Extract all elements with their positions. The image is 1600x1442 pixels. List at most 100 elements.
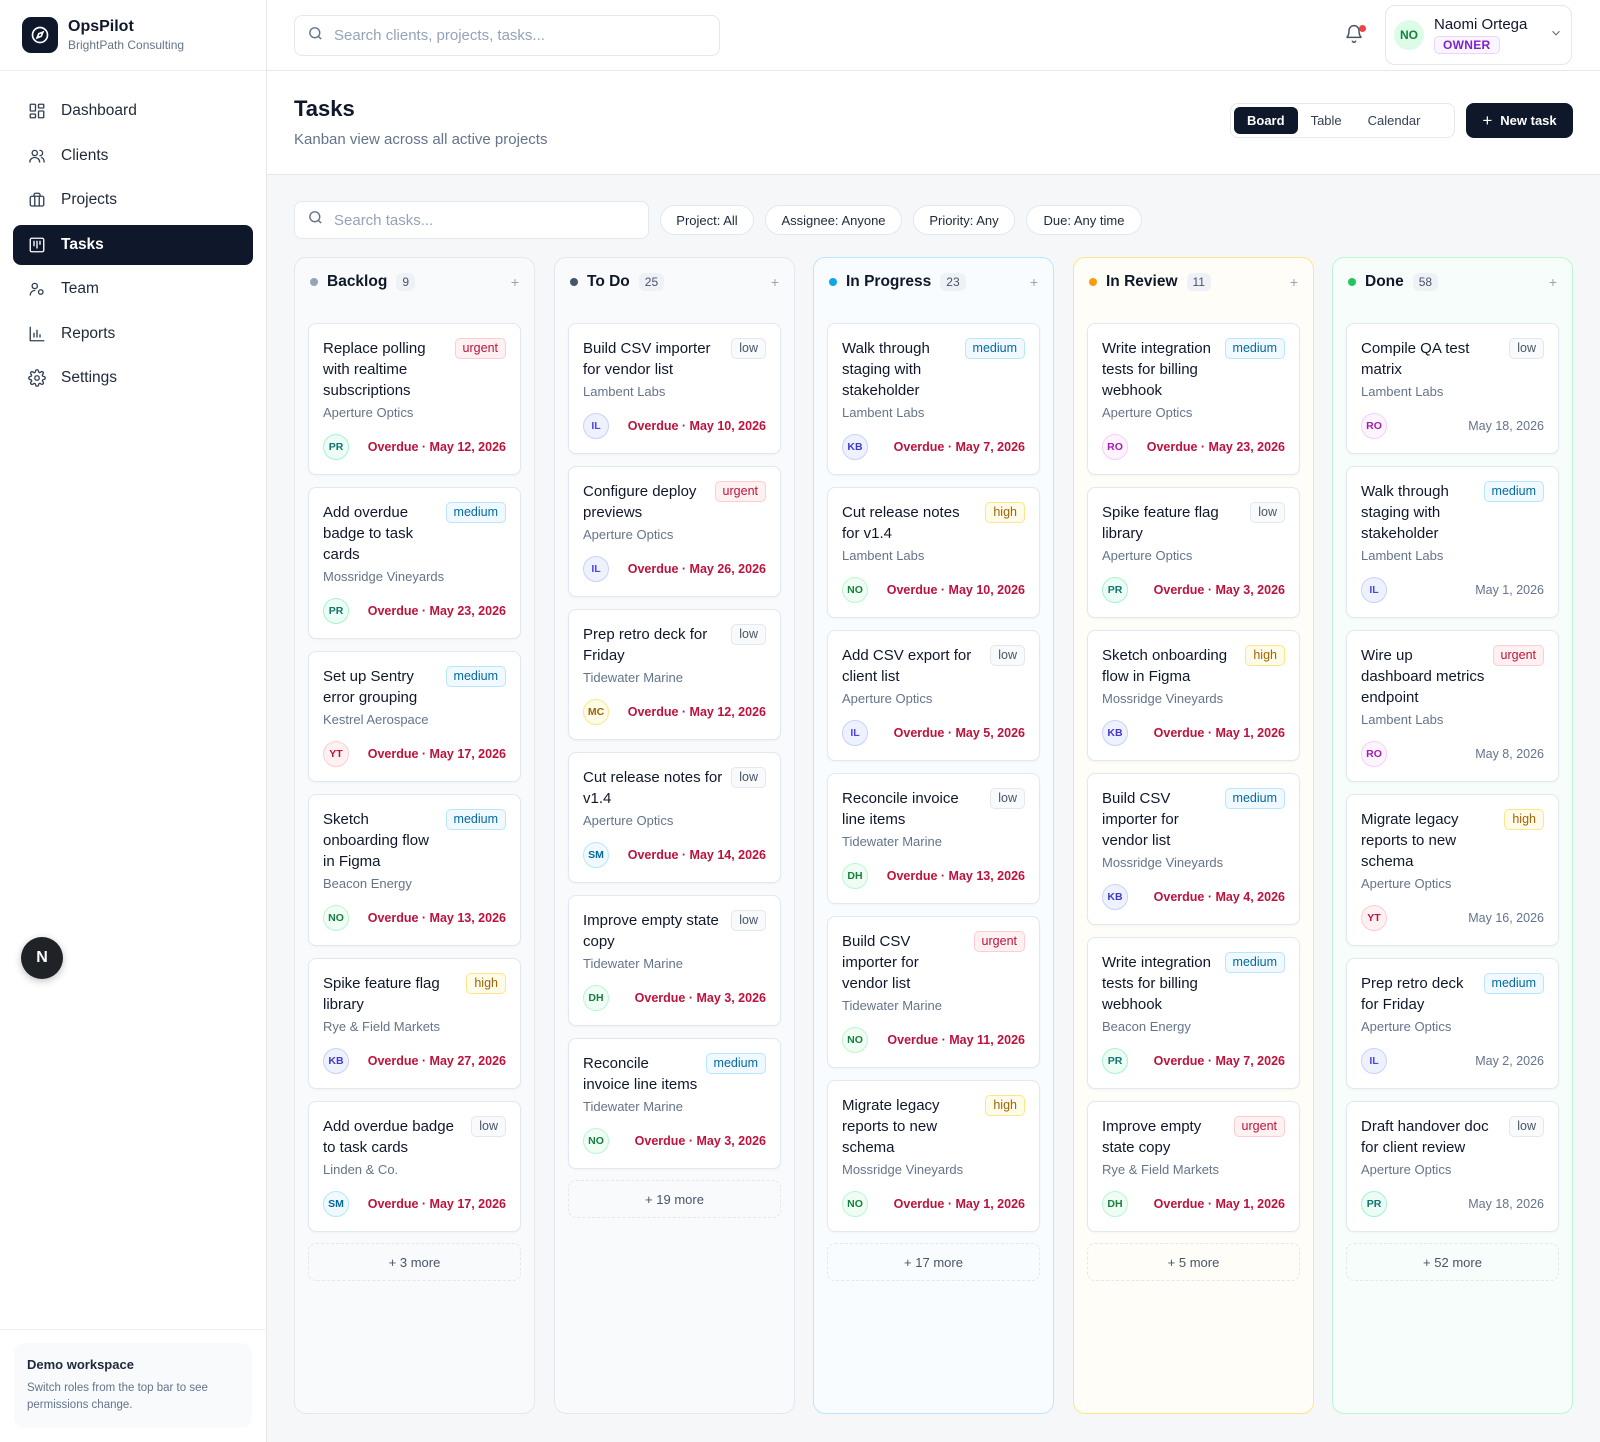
filter-chip-1[interactable]: Project: All — [660, 205, 754, 235]
show-more-button[interactable]: + 3 more — [308, 1243, 521, 1281]
plus-icon[interactable]: + — [1289, 274, 1298, 290]
task-card[interactable]: Spike feature flag library high Rye & Fiel… — [308, 958, 521, 1089]
task-card[interactable]: Configure deploy previews urgent Aperture … — [568, 466, 781, 597]
notification-dot — [1359, 25, 1366, 32]
priority-badge: low — [990, 788, 1025, 809]
avatar: NO — [583, 1128, 609, 1154]
task-card[interactable]: Wire up dashboard metrics endpoint urgent… — [1346, 630, 1559, 782]
kanban-icon — [27, 235, 47, 255]
task-card[interactable]: Build CSV importer for vendor list medium… — [1087, 773, 1300, 925]
user-menu[interactable]: NO Naomi Ortega OWNER — [1385, 5, 1572, 65]
task-card[interactable]: Add overdue badge to task cards medium Mos… — [308, 487, 521, 639]
task-title: Build CSV importer for vendor list — [1102, 790, 1179, 849]
due-date: May 18, 2026 — [1468, 419, 1544, 433]
floating-n-button[interactable]: N — [21, 937, 63, 979]
task-card[interactable]: Build CSV importer for vendor list urgent… — [827, 916, 1040, 1068]
task-client: Lambent Labs — [842, 405, 925, 420]
task-client: Linden & Co. — [323, 1162, 399, 1177]
task-card[interactable]: Improve empty state copy low Tidewater Mar… — [568, 895, 781, 1026]
task-card[interactable]: Reconcile invoice line items low Tidewater… — [827, 773, 1040, 904]
users-icon — [27, 146, 47, 166]
task-card[interactable]: Cut release notes for v1.4 low Aperture Op… — [568, 752, 781, 883]
task-card[interactable]: Write integration tests for billing webh… — [1087, 323, 1300, 475]
due-date: May 18, 2026 — [1468, 1197, 1544, 1211]
task-client: Mossridge Vineyards — [1102, 691, 1224, 706]
task-title: Migrate legacy reports to new schema — [1361, 811, 1459, 870]
show-more-button[interactable]: + 5 more — [1087, 1243, 1300, 1281]
avatar: PR — [1102, 1048, 1128, 1074]
task-card[interactable]: Draft handover doc for client review low A… — [1346, 1101, 1559, 1232]
sidebar-item-tasks[interactable]: Tasks — [13, 224, 253, 265]
task-card[interactable]: Reconcile invoice line items medium Tidewa… — [568, 1038, 781, 1169]
tab-calendar[interactable]: Calendar — [1367, 113, 1421, 128]
brand[interactable]: OpsPilot BrightPath Consulting — [0, 0, 266, 71]
task-card[interactable]: Replace polling with realtime subscripti… — [308, 323, 521, 475]
status-dot — [1348, 278, 1356, 286]
card-footer: KB Overdue · May 7, 2026 — [842, 434, 1025, 460]
task-card[interactable]: Prep retro deck for Friday medium Aperture… — [1346, 958, 1559, 1089]
task-client: Mossridge Vineyards — [323, 569, 445, 584]
card-footer: MC Overdue · May 12, 2026 — [583, 699, 766, 725]
task-card[interactable]: Sketch onboarding flow in Figma high Mossr… — [1087, 630, 1300, 761]
task-search[interactable] — [294, 201, 649, 239]
search-icon — [307, 209, 324, 231]
task-card[interactable]: Add CSV export for client list low Apertur… — [827, 630, 1040, 761]
sidebar-item-clients[interactable]: Clients — [13, 136, 253, 176]
task-client: Aperture Optics — [323, 405, 414, 420]
global-search-input[interactable] — [334, 27, 707, 44]
task-card[interactable]: Sketch onboarding flow in Figma medium Bea… — [308, 794, 521, 946]
avatar: SM — [323, 1191, 349, 1217]
column-count: 11 — [1186, 273, 1211, 291]
task-title: Spike feature flag library — [1102, 504, 1219, 542]
show-more-button[interactable]: + 52 more — [1346, 1243, 1559, 1281]
sidebar-item-team[interactable]: Team — [13, 269, 253, 309]
priority-badge: low — [1250, 502, 1285, 523]
plus-icon[interactable]: + — [1029, 274, 1038, 290]
show-more-button[interactable]: + 19 more — [568, 1180, 781, 1218]
plus-icon[interactable]: + — [510, 274, 519, 290]
priority-badge: high — [985, 502, 1025, 523]
sidebar-item-projects[interactable]: Projects — [13, 180, 253, 220]
task-card[interactable]: Spike feature flag library low Aperture Op… — [1087, 487, 1300, 618]
task-title: Write integration tests for billing webh… — [1102, 954, 1211, 1013]
show-more-button[interactable]: + 17 more — [827, 1243, 1040, 1281]
column-title: To Do — [587, 273, 630, 290]
task-card[interactable]: Write integration tests for billing webh… — [1087, 937, 1300, 1089]
task-card[interactable]: Cut release notes for v1.4 high Lambent La… — [827, 487, 1040, 618]
filter-chip-2[interactable]: Assignee: Anyone — [765, 205, 902, 235]
task-card[interactable]: Add overdue badge to task cards low Linden… — [308, 1101, 521, 1232]
task-card[interactable]: Migrate legacy reports to new schema high… — [1346, 794, 1559, 946]
sidebar-item-reports[interactable]: Reports — [13, 314, 253, 354]
task-title: Improve empty state copy — [1102, 1118, 1202, 1156]
task-card[interactable]: Improve empty state copy urgent Rye & Fiel… — [1087, 1101, 1300, 1232]
task-card[interactable]: Prep retro deck for Friday low Tidewater M… — [568, 609, 781, 740]
task-card[interactable]: Compile QA test matrix low Lambent Labs RO M… — [1346, 323, 1559, 454]
card-footer: NO Overdue · May 3, 2026 — [583, 1128, 766, 1154]
demo-workspace-card: Demo workspace Switch roles from the top… — [14, 1343, 252, 1428]
bell-icon[interactable] — [1344, 24, 1366, 46]
sidebar-item-settings[interactable]: Settings — [13, 358, 253, 398]
tab-table[interactable]: Table — [1310, 113, 1342, 128]
card-header: Reconcile invoice line items low — [842, 788, 1025, 830]
gear-icon — [27, 368, 47, 388]
global-search[interactable] — [294, 15, 720, 56]
task-card[interactable]: Migrate legacy reports to new schema high… — [827, 1080, 1040, 1232]
task-client: Aperture Optics — [583, 813, 674, 828]
due-date: Overdue · May 10, 2026 — [886, 583, 1025, 597]
task-card[interactable]: Walk through staging with stakeholder med… — [827, 323, 1040, 475]
task-card[interactable]: Walk through staging with stakeholder med… — [1346, 466, 1559, 618]
sidebar-item-dashboard[interactable]: Dashboard — [13, 91, 253, 131]
filter-chip-3[interactable]: Priority: Any — [913, 205, 1015, 235]
task-search-input[interactable] — [334, 211, 636, 229]
tab-board[interactable]: Board — [1234, 107, 1298, 134]
role-badge: OWNER — [1434, 36, 1500, 54]
filter-chip-4[interactable]: Due: Any time — [1026, 205, 1142, 235]
task-card[interactable]: Set up Sentry error grouping medium Kestre… — [308, 651, 521, 782]
avatar: KB — [842, 434, 868, 460]
task-client: Aperture Optics — [583, 527, 674, 542]
new-task-button[interactable]: + New task — [1466, 103, 1573, 138]
plus-icon[interactable]: + — [770, 274, 779, 290]
due-date: Overdue · May 17, 2026 — [367, 1197, 506, 1211]
plus-icon[interactable]: + — [1548, 274, 1557, 290]
task-card[interactable]: Build CSV importer for vendor list low Lam… — [568, 323, 781, 454]
